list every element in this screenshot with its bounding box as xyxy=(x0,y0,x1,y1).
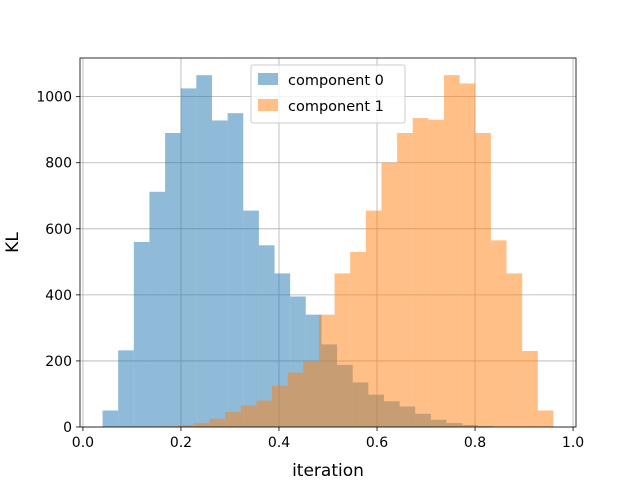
bar-series-1-bin-25 xyxy=(475,132,491,427)
x-tick-label-0: 0.0 xyxy=(72,435,94,451)
bar-series-1-bin-16 xyxy=(334,273,351,427)
bar-series-1-bin-17 xyxy=(350,251,366,427)
legend-label-component-0: component 0 xyxy=(288,73,384,89)
y-tick-label-2: 400 xyxy=(45,288,72,304)
bar-series-1-bin-23 xyxy=(444,75,460,427)
bar-series-1-bin-12 xyxy=(272,385,288,427)
bar-series-0-bin-0 xyxy=(102,410,119,427)
x-tick-label-5: 1.0 xyxy=(562,435,584,451)
y-tick-label-0: 0 xyxy=(63,420,72,436)
bar-series-0-bin-9 xyxy=(243,210,259,427)
bar-series-1-bin-6 xyxy=(178,425,194,427)
bar-series-1-bin-15 xyxy=(318,314,335,427)
x-tick-label-4: 0.8 xyxy=(464,435,486,451)
legend-swatch-component-1 xyxy=(258,99,278,111)
bar-series-1-bin-21 xyxy=(412,118,429,428)
bar-series-0-bin-6 xyxy=(196,75,212,427)
y-tick-label-1: 200 xyxy=(45,354,72,370)
bar-series-1-bin-10 xyxy=(240,405,257,427)
bar-series-1-bin-9 xyxy=(225,412,241,427)
axis-ticks: 0.0 0.2 0.4 0.6 0.8 1.0 0 200 400 600 800 1000 xyxy=(36,90,584,451)
bar-series-1-bin-26 xyxy=(490,240,507,427)
legend-label-component-1: component 1 xyxy=(288,99,384,115)
legend: component 0 component 1 xyxy=(250,64,406,124)
bar-series-0-bin-1 xyxy=(118,350,134,427)
legend-swatch-component-0 xyxy=(258,73,278,85)
bar-series-1-bin-8 xyxy=(209,418,226,427)
bar-series-0-bin-8 xyxy=(227,113,244,427)
bar-series-0-bin-2 xyxy=(133,242,150,427)
bar-series-1-bin-20 xyxy=(397,132,413,427)
bar-series-0-bin-10 xyxy=(258,245,275,427)
bar-series-0-bin-3 xyxy=(149,191,166,427)
legend-box xyxy=(250,64,406,124)
bar-series-1-bin-29 xyxy=(537,410,554,427)
bar-series-1-bin-18 xyxy=(365,210,382,427)
y-tick-label-4: 800 xyxy=(45,156,72,172)
y-tick-label-5: 1000 xyxy=(36,90,72,106)
bar-series-0-bin-4 xyxy=(165,132,181,427)
bar-series-1-bin-22 xyxy=(428,119,445,427)
bar-series-1-bin-14 xyxy=(303,360,319,427)
x-tick-label-1: 0.2 xyxy=(170,435,192,451)
x-tick-label-3: 0.6 xyxy=(366,435,388,451)
bar-series-0-bin-5 xyxy=(180,88,197,427)
bar-series-0-bin-7 xyxy=(211,120,228,428)
y-tick-label-3: 600 xyxy=(45,222,72,238)
x-axis-label: iteration xyxy=(292,461,364,480)
bar-series-1-bin-27 xyxy=(506,273,523,427)
plot-frame xyxy=(79,57,577,428)
bar-series-1-bin-7 xyxy=(193,423,210,427)
bar-series-1-bin-19 xyxy=(381,162,398,427)
bar-series-1-bin-11 xyxy=(256,400,273,427)
x-tick-label-2: 0.4 xyxy=(268,435,290,451)
bar-series-1-bin-24 xyxy=(459,83,476,427)
y-axis-label: KL xyxy=(3,232,23,253)
bar-series-1-bin-28 xyxy=(522,351,538,427)
histogram-bars xyxy=(102,75,554,428)
bar-series-1-bin-13 xyxy=(287,372,304,427)
